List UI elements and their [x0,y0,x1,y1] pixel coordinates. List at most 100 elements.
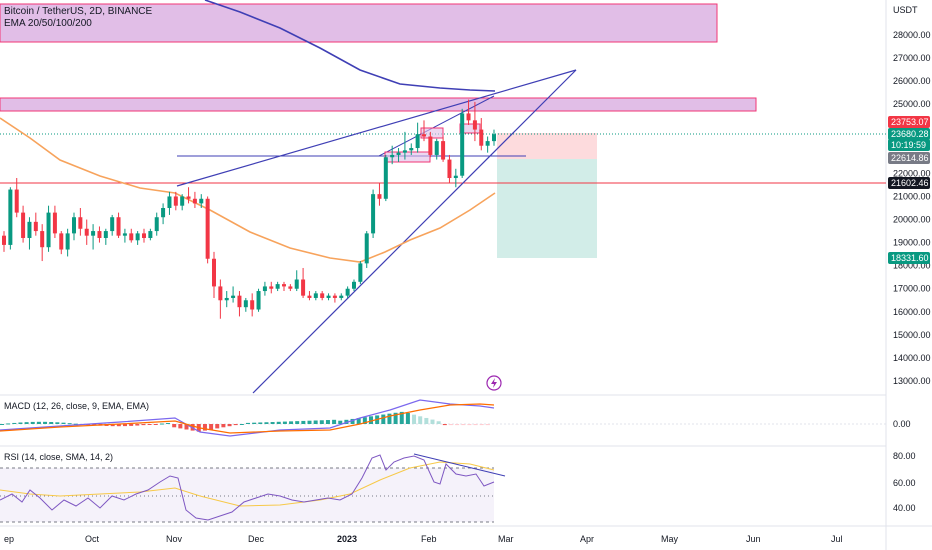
candle[interactable] [472,101,477,142]
macd-histogram-bar[interactable] [129,424,134,426]
macd-histogram-bar[interactable] [110,424,115,427]
candle[interactable] [243,297,248,312]
candle[interactable] [91,224,96,250]
candle[interactable] [2,231,6,252]
macd-histogram-bar[interactable] [116,424,121,427]
candle[interactable] [97,226,102,243]
candle[interactable] [224,291,229,308]
macd-histogram-bar[interactable] [276,421,281,424]
macd-histogram-bar[interactable] [455,424,460,426]
macd-histogram-bar[interactable] [332,419,337,424]
candle[interactable] [434,138,439,160]
macd-histogram-bar[interactable] [135,424,140,426]
candle[interactable] [103,228,108,245]
macd-histogram-bar[interactable] [381,414,386,424]
candle[interactable] [148,228,153,241]
macd-histogram-bar[interactable] [49,421,54,424]
resistance-zone-mid[interactable] [0,97,757,112]
macd-histogram-bar[interactable] [350,418,355,424]
candle[interactable] [192,191,197,208]
candle[interactable] [72,212,76,241]
macd-histogram-bar[interactable] [6,423,11,425]
candle[interactable] [27,217,32,250]
macd-histogram-bar[interactable] [30,421,35,424]
macd-histogram-bar[interactable] [258,422,263,424]
candle[interactable] [129,228,134,243]
macd-histogram-bar[interactable] [369,416,373,424]
candle[interactable] [358,261,363,285]
candle[interactable] [326,293,331,301]
macd-histogram-bar[interactable] [264,422,269,424]
candles-group[interactable] [2,99,496,319]
candle[interactable] [320,291,325,301]
candle[interactable] [142,228,146,243]
macd-histogram-bar[interactable] [123,424,127,427]
candle[interactable] [402,131,407,160]
candle[interactable] [59,231,64,255]
candle[interactable] [116,212,121,238]
candle[interactable] [262,281,267,296]
macd-histogram-bar[interactable] [227,424,232,427]
macd-histogram-bar[interactable] [147,424,152,425]
macd-histogram-bar[interactable] [233,424,238,426]
wedge-upper-trendline[interactable] [176,69,577,187]
macd-histogram-bar[interactable] [467,424,472,426]
candle[interactable] [422,120,426,142]
macd-histogram-bar[interactable] [461,424,466,426]
macd-line[interactable] [0,399,495,437]
candle[interactable] [352,279,356,292]
macd-histogram-bar[interactable] [209,424,214,430]
target-zone[interactable] [497,159,597,258]
macd-histogram-bar[interactable] [387,413,392,424]
candle[interactable] [269,281,274,294]
candle[interactable] [167,191,172,215]
candle[interactable] [466,99,471,125]
candle[interactable] [396,148,401,162]
candle[interactable] [288,284,293,292]
candle[interactable] [364,231,369,268]
candle[interactable] [256,288,261,312]
macd-histogram-bar[interactable] [246,422,250,424]
candle[interactable] [205,196,210,264]
macd-histogram-bar[interactable] [412,414,417,424]
macd-signal-line[interactable] [0,403,495,434]
candle[interactable] [154,212,159,236]
macd-histogram-bar[interactable] [485,424,490,426]
candle[interactable] [237,291,242,317]
macd-histogram-bar[interactable] [178,424,183,429]
macd-histogram-bar[interactable] [36,421,41,424]
candle[interactable] [78,208,83,236]
macd-histogram-bar[interactable] [141,424,146,426]
rsi-label[interactable]: RSI (14, close, SMA, 14, 2) [4,452,114,462]
macd-histogram[interactable] [0,411,490,432]
macd-histogram-bar[interactable] [18,422,23,424]
candle[interactable] [390,145,395,165]
candle[interactable] [231,286,236,303]
macd-histogram-bar[interactable] [270,422,275,424]
candle[interactable] [173,191,178,211]
candle[interactable] [40,224,45,262]
candle[interactable] [313,291,318,301]
macd-histogram-bar[interactable] [393,412,398,424]
macd-histogram-bar[interactable] [252,422,257,424]
candle[interactable] [345,286,350,298]
macd-histogram-bar[interactable] [448,424,453,426]
candle[interactable] [199,194,204,208]
candle[interactable] [301,267,306,298]
macd-histogram-bar[interactable] [159,423,164,425]
macd-histogram-bar[interactable] [301,420,306,424]
candle[interactable] [275,281,280,292]
macd-histogram-bar[interactable] [473,424,478,426]
candle[interactable] [161,203,166,225]
rsi-sma-line[interactable] [0,461,495,507]
candle[interactable] [371,189,376,238]
candle[interactable] [383,154,388,202]
macd-histogram-bar[interactable] [73,423,78,425]
candle[interactable] [65,228,70,257]
macd-histogram-bar[interactable] [338,420,343,424]
candle[interactable] [135,231,140,245]
candle[interactable] [186,187,191,204]
macd-histogram-bar[interactable] [172,424,177,428]
candle[interactable] [21,205,26,243]
macd-histogram-bar[interactable] [184,424,189,430]
